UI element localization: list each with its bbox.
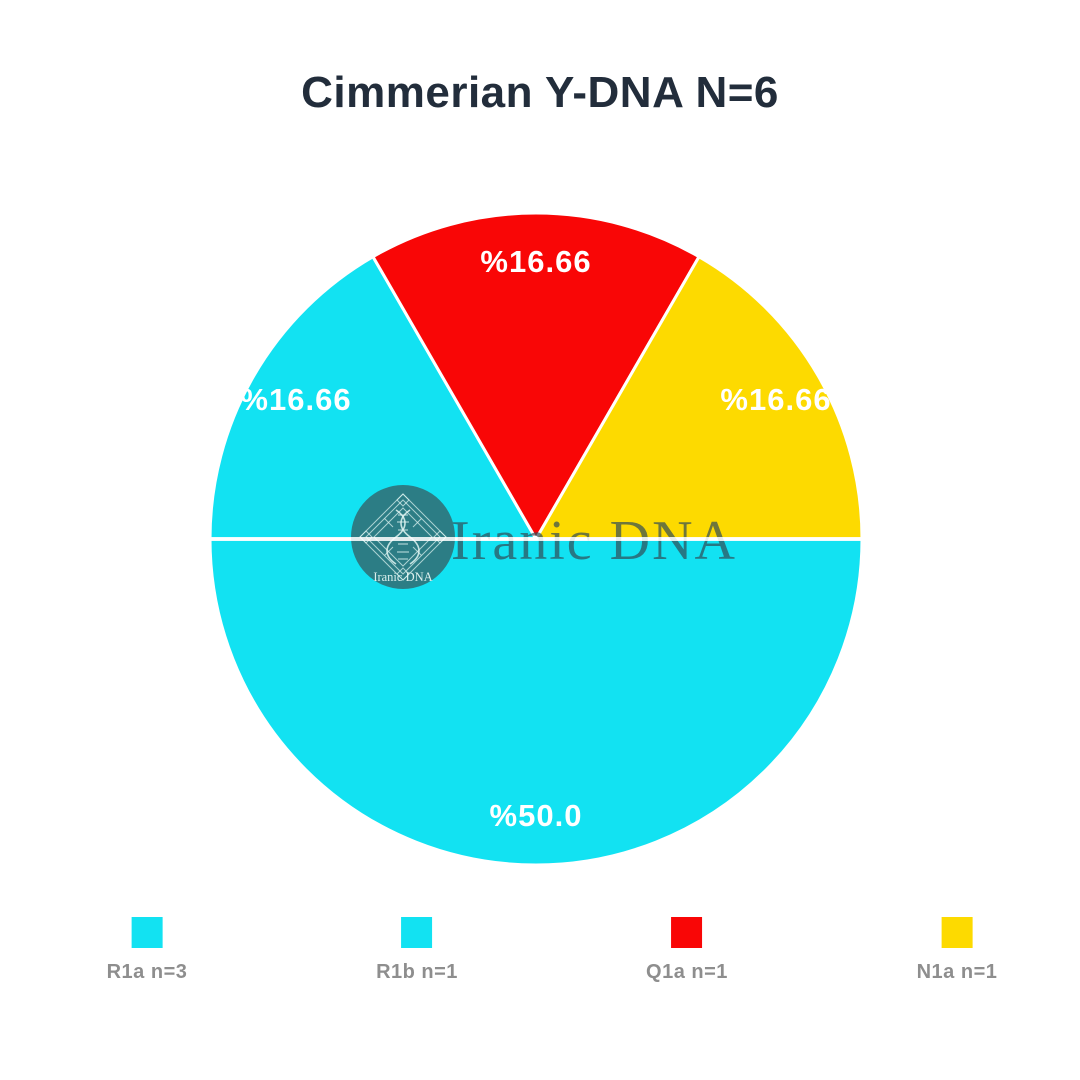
legend-item-R1b: R1b n=1 — [376, 917, 458, 984]
legend-label-R1b: R1b n=1 — [376, 961, 458, 983]
legend: R1a n=3 R1b n=1 Q1a n=1 N1a n=1 — [0, 917, 1080, 997]
legend-label-N1a: N1a n=1 — [916, 961, 998, 983]
chart-title: Cimmerian Y-DNA N=6 — [301, 68, 779, 117]
legend-label-Q1a: Q1a n=1 — [646, 961, 728, 983]
legend-swatch-Q1a — [671, 917, 703, 948]
legend-item-R1a: R1a n=3 — [107, 917, 188, 984]
legend-label-R1a: R1a n=3 — [106, 961, 188, 983]
pie-slice-Q1a — [371, 211, 701, 541]
watermark-text: Iranic DNA — [451, 510, 737, 572]
logo-mandala-pattern — [359, 493, 447, 581]
slice-percent-label-R1b: %16.66 — [240, 382, 352, 417]
pie-slice-N1a — [534, 255, 864, 541]
slice-divider-line — [210, 537, 862, 541]
legend-swatch-N1a — [941, 917, 973, 948]
pie-slice-R1b — [208, 255, 538, 541]
slice-percent-label-Q1a: %16.66 — [480, 244, 592, 279]
legend-item-N1a: N1a n=1 — [917, 917, 998, 984]
slice-percent-label-R1a: %50.0 — [489, 798, 583, 833]
legend-swatch-R1b — [401, 917, 433, 948]
legend-item-Q1a: Q1a n=1 — [646, 917, 728, 984]
slice-percent-label-N1a: %16.66 — [720, 382, 832, 417]
logo-text: Iranic DNA — [373, 570, 432, 584]
pie-slice-R1a — [208, 537, 864, 867]
legend-swatch-R1a — [131, 917, 163, 948]
